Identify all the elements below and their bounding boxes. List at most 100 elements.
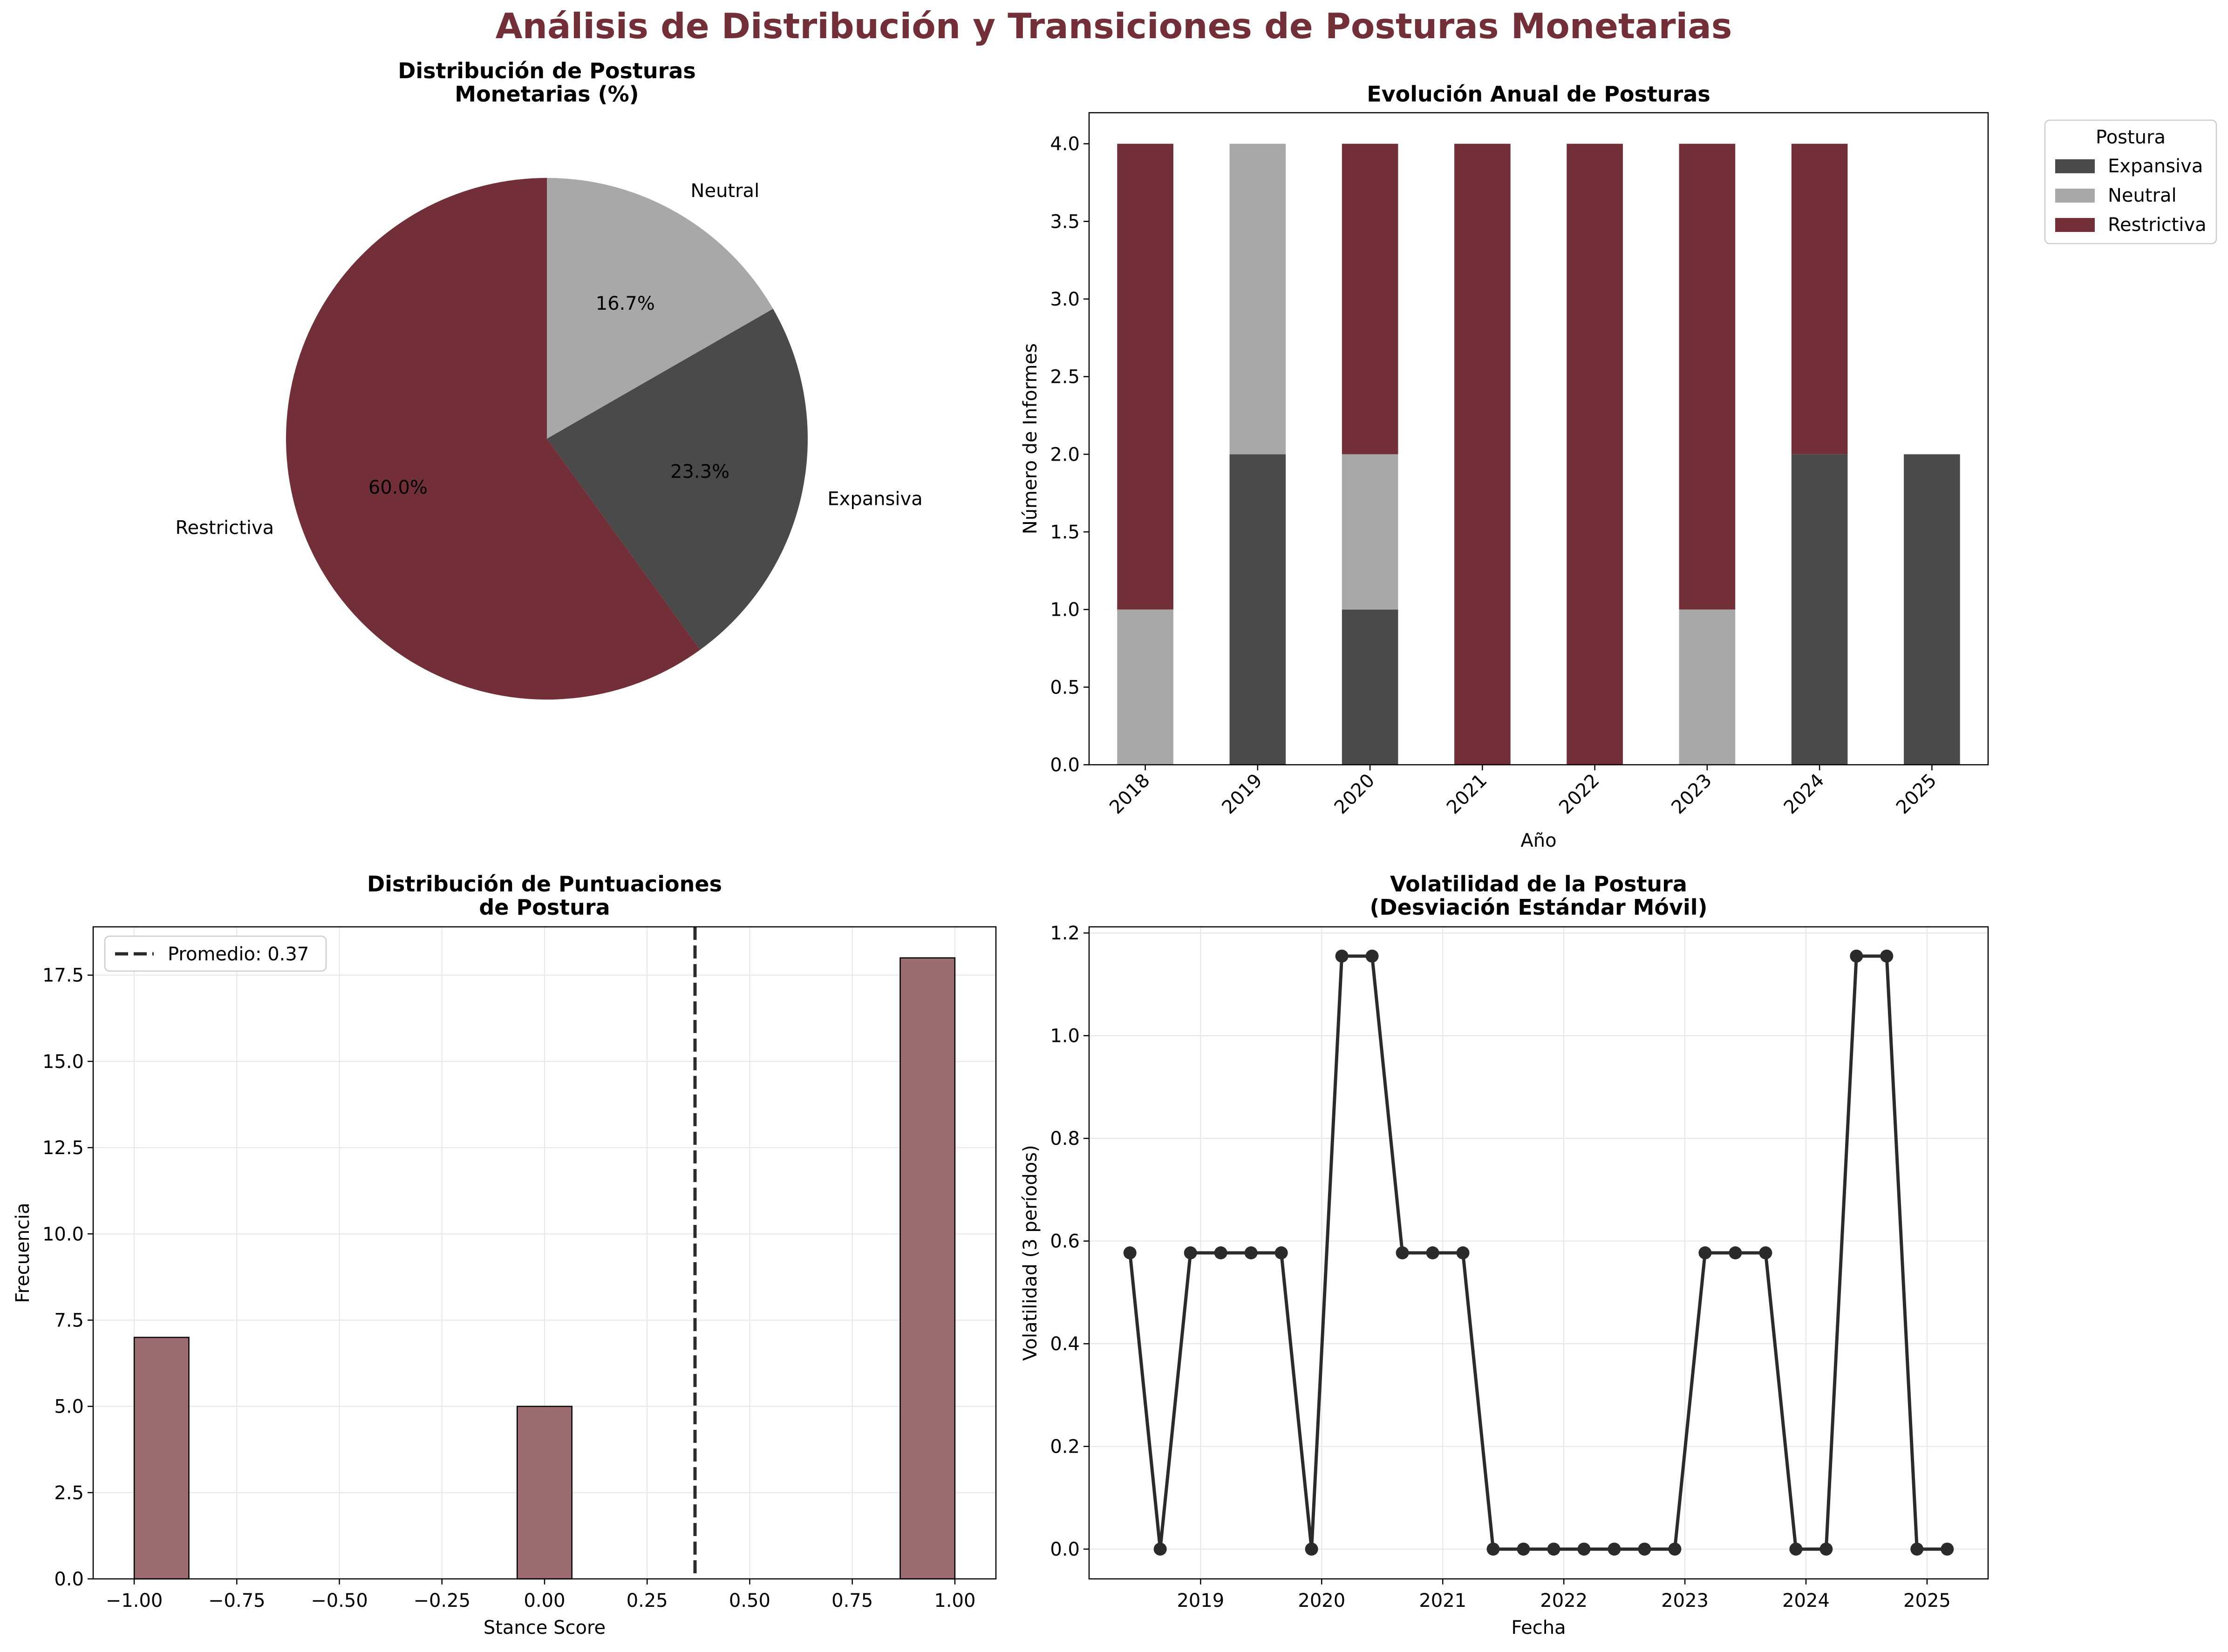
x-tick-label: 2022 bbox=[1540, 1590, 1588, 1611]
y-tick-label: 0.6 bbox=[1050, 1231, 1080, 1252]
data-point bbox=[1426, 1246, 1439, 1259]
data-point bbox=[1335, 949, 1349, 963]
bar-segment-neutral bbox=[1342, 454, 1398, 610]
x-tick-label: −0.75 bbox=[208, 1590, 266, 1611]
plot-area bbox=[1089, 113, 1988, 765]
histogram-bar bbox=[516, 1406, 573, 1580]
histogram-bar bbox=[899, 957, 956, 1580]
legend-label: Restrictiva bbox=[2108, 214, 2207, 236]
histogram-title: de Postura bbox=[479, 895, 610, 920]
legend-swatch-neutral bbox=[2055, 189, 2095, 203]
bar-segment-expansiva bbox=[1791, 454, 1848, 765]
histogram-panel: −1.00 −0.75 −0.50 −0.25 0.00 0.25 0.50 0.75 1.00… bbox=[12, 871, 997, 1638]
y-axis-label: Número de Informes bbox=[1020, 343, 1041, 534]
x-tick-label: 0.00 bbox=[524, 1590, 565, 1611]
x-tick-label: −0.25 bbox=[413, 1590, 470, 1611]
pie-percent-label: 16.7% bbox=[596, 293, 655, 314]
y-tick-label: 5.0 bbox=[54, 1396, 84, 1418]
y-tick-label: 0.5 bbox=[1050, 677, 1080, 698]
volatility-line bbox=[1128, 954, 1948, 1551]
data-point bbox=[1517, 1543, 1530, 1556]
x-tick-label: 0.75 bbox=[831, 1590, 873, 1611]
plot-frame bbox=[1088, 926, 1989, 1580]
histogram-bar bbox=[133, 1337, 190, 1580]
data-point bbox=[1486, 1543, 1500, 1556]
y-tick-label: 12.5 bbox=[42, 1137, 84, 1159]
y-tick-label: 2.5 bbox=[1050, 367, 1080, 388]
bar-segment-expansiva bbox=[1229, 454, 1286, 765]
y-tick-label: 10.0 bbox=[42, 1224, 84, 1245]
data-point bbox=[1244, 1246, 1258, 1259]
legend-swatch-expansiva bbox=[2055, 159, 2095, 173]
x-tick-label: 2025 bbox=[1903, 1590, 1951, 1611]
stacked-bar-chart-panel: 2018 2019 2020 2021 2022 2023 2024 20250.00.51.… bbox=[1020, 82, 2217, 851]
y-tick-label: 0.0 bbox=[54, 1569, 84, 1590]
data-point bbox=[1819, 1543, 1833, 1556]
pie-category-label: Neutral bbox=[691, 180, 760, 202]
data-point bbox=[1396, 1246, 1409, 1259]
pie-percent-label: 23.3% bbox=[670, 461, 729, 483]
data-point bbox=[1184, 1246, 1197, 1259]
data-point bbox=[1910, 1543, 1924, 1556]
data-point bbox=[1577, 1543, 1591, 1556]
data-point bbox=[1789, 1543, 1803, 1556]
bar-segment-restrictiva bbox=[1342, 143, 1398, 455]
data-point bbox=[1456, 1246, 1470, 1259]
x-tick-label: 2019 bbox=[1177, 1590, 1224, 1611]
legend-box bbox=[2044, 119, 2217, 245]
y-tick-label: 2.5 bbox=[54, 1482, 84, 1504]
y-tick-label: 2.0 bbox=[1050, 444, 1080, 465]
data-point bbox=[1729, 1246, 1742, 1259]
y-tick-label: 3.0 bbox=[1050, 289, 1080, 310]
data-point bbox=[1123, 1246, 1137, 1259]
y-tick-label: 15.0 bbox=[42, 1051, 84, 1073]
x-tick-label: 0.25 bbox=[627, 1590, 668, 1611]
data-point bbox=[1274, 1246, 1288, 1259]
pie-title: Distribución de Posturas bbox=[398, 58, 696, 83]
y-tick-label: 0.0 bbox=[1050, 1539, 1080, 1560]
data-point bbox=[1305, 1543, 1318, 1556]
legend-swatch-restrictiva bbox=[2055, 218, 2095, 232]
x-tick-label: 2021 bbox=[1419, 1590, 1466, 1611]
y-tick-label: 1.5 bbox=[1050, 522, 1080, 543]
y-tick-label: 3.5 bbox=[1050, 211, 1080, 232]
data-point bbox=[1153, 1543, 1167, 1556]
bar-segment-restrictiva bbox=[1679, 143, 1736, 610]
y-tick-label: 17.5 bbox=[42, 965, 84, 986]
volatility-line-chart-panel: 2019 2020 2021 2022 2023 2024 2025 0.0 0.2 0.4 0.6… bbox=[1020, 871, 1989, 1638]
bar-segment-restrictiva bbox=[1567, 143, 1623, 765]
pie-percent-label: 60.0% bbox=[368, 477, 428, 498]
y-tick-label: 7.5 bbox=[54, 1310, 84, 1331]
legend-label: Expansiva bbox=[2108, 156, 2203, 177]
bar-segment-neutral bbox=[1679, 609, 1736, 765]
data-point bbox=[1698, 1246, 1712, 1259]
legend-title: Postura bbox=[2096, 127, 2166, 148]
pie-slice-neutral bbox=[547, 178, 773, 439]
data-point bbox=[1880, 949, 1894, 963]
legend-label: Neutral bbox=[2108, 185, 2177, 206]
bar-segment-neutral bbox=[1117, 609, 1173, 765]
y-tick-label: 0.2 bbox=[1050, 1436, 1080, 1458]
x-axis-label: Año bbox=[1520, 830, 1556, 851]
x-tick-label: 2023 bbox=[1661, 1590, 1709, 1611]
pie-title: Monetarias (%) bbox=[455, 82, 639, 107]
x-axis-label: Stance Score bbox=[484, 1617, 606, 1638]
bar-segment-expansiva bbox=[1342, 609, 1398, 765]
x-axis-label: Fecha bbox=[1511, 1617, 1566, 1638]
y-tick-label: 1.0 bbox=[1050, 1026, 1080, 1047]
bar-segment-restrictiva bbox=[1791, 143, 1848, 455]
x-tick-label: 2020 bbox=[1298, 1590, 1345, 1611]
y-tick-label: 4.0 bbox=[1050, 134, 1080, 155]
x-tick-label: −1.00 bbox=[106, 1590, 163, 1611]
bar-chart-title: Evolución Anual de Posturas bbox=[1367, 82, 1710, 107]
data-point bbox=[1850, 949, 1863, 963]
figure-title: Análisis de Distribución y Transiciones … bbox=[496, 6, 1732, 47]
data-point bbox=[1547, 1543, 1560, 1556]
data-point bbox=[1608, 1543, 1621, 1556]
pie-slice-restrictiva bbox=[286, 178, 701, 700]
y-tick-label: 0.0 bbox=[1050, 755, 1080, 776]
y-axis-label: Volatilidad (3 períodos) bbox=[1020, 1145, 1041, 1361]
bar-segment-restrictiva bbox=[1117, 143, 1173, 610]
